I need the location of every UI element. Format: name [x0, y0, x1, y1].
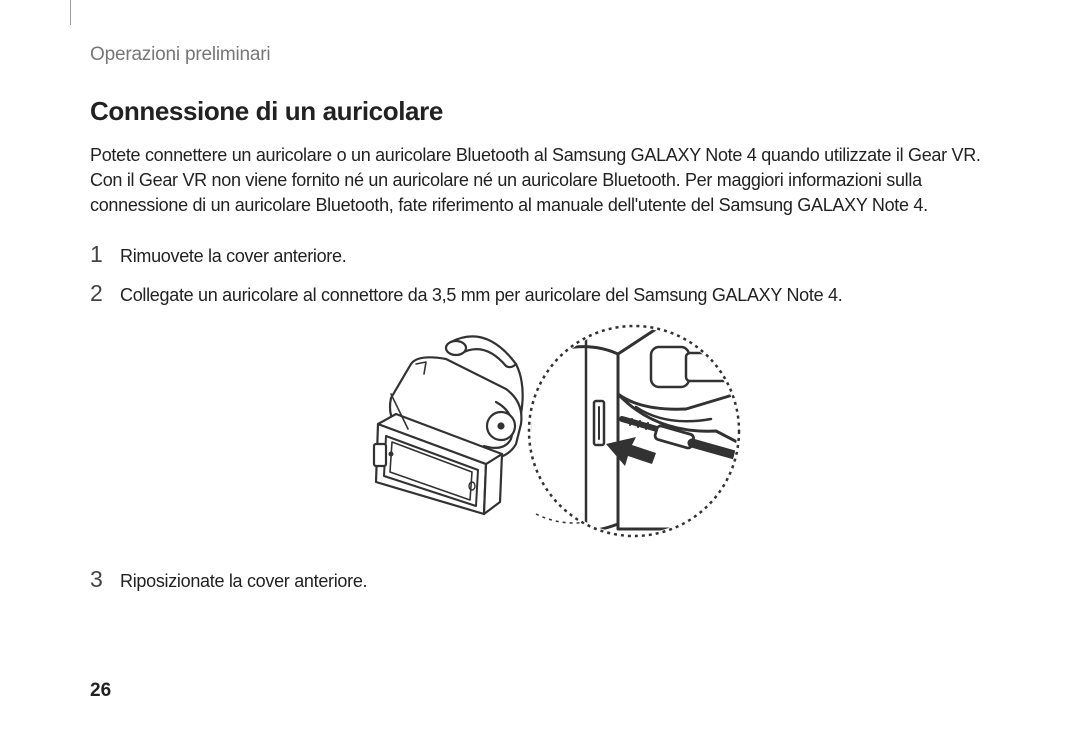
step-list-continued: 3 Riposizionate la cover anteriore. — [90, 566, 990, 593]
page-margin-line — [70, 0, 71, 25]
gear-vr-illustration — [336, 319, 990, 556]
step-number: 3 — [90, 566, 120, 593]
step-text: Riposizionate la cover anteriore. — [120, 571, 367, 592]
step-number: 1 — [90, 241, 120, 268]
step-text: Collegate un auricolare al connettore da… — [120, 285, 842, 306]
step-item: 2 Collegate un auricolare al connettore … — [90, 280, 990, 307]
step-list: 1 Rimuovete la cover anteriore. 2 Colleg… — [90, 241, 990, 307]
step-item: 1 Rimuovete la cover anteriore. — [90, 241, 990, 268]
page-number: 26 — [90, 680, 111, 702]
step-text: Rimuovete la cover anteriore. — [120, 246, 346, 267]
step-item: 3 Riposizionate la cover anteriore. — [90, 566, 990, 593]
page-content: Operazioni preliminari Connessione di un… — [0, 0, 1080, 593]
section-heading: Connessione di un auricolare — [90, 96, 990, 127]
step-number: 2 — [90, 280, 120, 307]
breadcrumb: Operazioni preliminari — [90, 44, 990, 66]
intro-paragraph: Potete connettere un auricolare o un aur… — [90, 143, 990, 219]
